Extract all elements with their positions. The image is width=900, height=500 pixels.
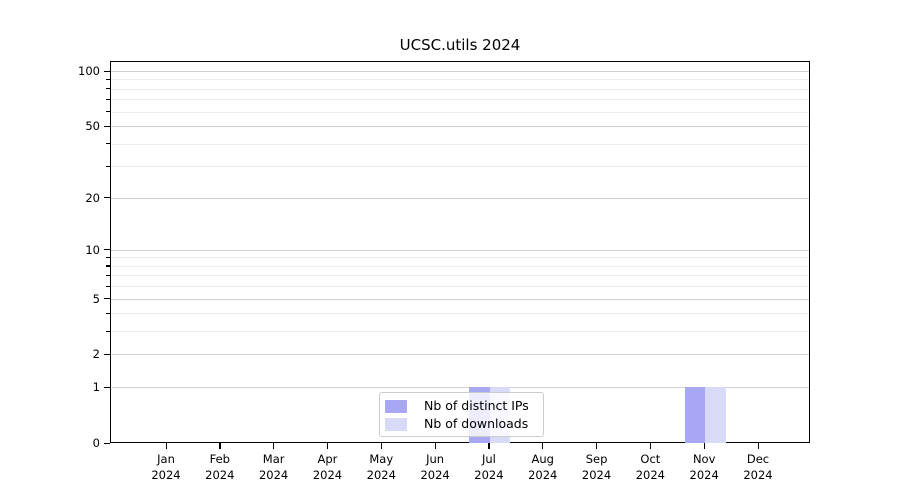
y-tick-label-1: 1 — [92, 380, 100, 395]
x-tick-label-jul-2024: Jul 2024 — [474, 452, 504, 482]
legend-item-distinct-ips: Nb of distinct IPs — [385, 398, 536, 414]
x-tick-mark-feb-2024 — [219, 443, 221, 449]
x-tick-label-mar-2024: Mar 2024 — [258, 452, 289, 482]
y-tick-mark-2 — [104, 353, 110, 356]
x-tick-label-apr-2024: Apr 2024 — [312, 452, 343, 482]
y-minor-tick-mark-8 — [106, 265, 110, 267]
gridlines-layer — [111, 62, 809, 442]
plot-area — [110, 61, 810, 443]
y-minor-tick-mark-90 — [106, 78, 110, 81]
x-tick-label-may-2024: May 2024 — [366, 452, 396, 482]
legend-swatch-distinct-ips — [385, 399, 407, 413]
gridline-minor-7 — [111, 275, 809, 277]
gridline-minor-90 — [111, 79, 809, 81]
y-minor-tick-mark-80 — [106, 88, 110, 90]
bar-nb-of-downloads-nov-2024 — [705, 387, 726, 443]
chart-title: UCSC.utils 2024 — [399, 36, 521, 54]
x-tick-label-nov-2024: Nov 2024 — [689, 452, 719, 482]
y-minor-tick-mark-9 — [106, 256, 110, 259]
y-minor-tick-mark-7 — [106, 274, 110, 277]
gridline-major-5 — [111, 298, 809, 300]
bar-nb-of-distinct-ips-nov-2024 — [684, 387, 706, 443]
y-tick-mark-100 — [104, 70, 110, 72]
x-tick-mark-sep-2024 — [596, 443, 598, 449]
x-tick-mark-aug-2024 — [542, 443, 544, 449]
y-tick-label-20: 20 — [85, 190, 100, 205]
y-tick-label-0: 0 — [92, 436, 100, 450]
x-tick-mark-dec-2024 — [757, 443, 759, 449]
x-tick-label-aug-2024: Aug 2024 — [528, 452, 558, 482]
gridline-minor-9 — [111, 257, 809, 259]
gridline-major-10 — [111, 249, 809, 251]
y-tick-label-100: 100 — [78, 64, 100, 78]
x-tick-mark-mar-2024 — [273, 443, 275, 449]
y-minor-tick-mark-4 — [106, 312, 110, 314]
x-tick-label-sep-2024: Sep 2024 — [581, 452, 612, 482]
gridline-major-20 — [111, 197, 809, 199]
y-tick-mark-10 — [104, 249, 110, 251]
bars-layer — [111, 62, 809, 443]
x-tick-mark-oct-2024 — [649, 443, 652, 449]
y-tick-mark-0 — [104, 442, 110, 444]
x-tick-label-jan-2024: Jan 2024 — [151, 452, 181, 482]
y-minor-tick-mark-70 — [106, 98, 110, 101]
x-tick-mark-jul-2024 — [488, 443, 490, 449]
gridline-major-1 — [111, 387, 809, 389]
y-minor-tick-mark-30 — [106, 165, 110, 167]
y-minor-tick-mark-40 — [106, 143, 110, 145]
y-tick-mark-20 — [104, 197, 110, 199]
y-minor-tick-mark-6 — [106, 285, 110, 287]
y-tick-label-10: 10 — [85, 242, 100, 257]
gridline-minor-3 — [111, 331, 809, 333]
x-tick-mark-jan-2024 — [165, 443, 167, 449]
legend-item-downloads: Nb of downloads — [385, 416, 536, 432]
legend: Nb of distinct IPs Nb of downloads — [379, 392, 544, 437]
y-tick-label-5: 5 — [92, 291, 100, 306]
gridline-minor-4 — [111, 313, 809, 315]
gridline-major-100 — [111, 71, 809, 72]
legend-swatch-downloads — [385, 417, 407, 431]
y-tick-mark-50 — [104, 125, 110, 127]
y-tick-mark-5 — [104, 298, 110, 300]
y-tick-label-2: 2 — [92, 347, 100, 362]
gridline-major-2 — [111, 354, 809, 356]
gridline-minor-6 — [111, 286, 809, 288]
x-tick-mark-may-2024 — [380, 443, 382, 449]
y-minor-tick-mark-60 — [106, 111, 110, 113]
x-tick-mark-jun-2024 — [434, 443, 436, 449]
y-tick-mark-1 — [104, 386, 110, 388]
x-tick-label-feb-2024: Feb 2024 — [205, 452, 235, 482]
gridline-minor-40 — [111, 143, 809, 145]
gridline-minor-8 — [111, 265, 809, 267]
x-tick-mark-nov-2024 — [703, 443, 705, 449]
legend-label-downloads: Nb of downloads — [424, 416, 529, 431]
gridline-minor-80 — [111, 88, 809, 90]
y-minor-tick-mark-3 — [106, 330, 110, 332]
x-tick-label-jun-2024: Jun 2024 — [420, 452, 450, 482]
legend-label-distinct-ips: Nb of distinct IPs — [424, 398, 529, 413]
gridline-major-50 — [111, 126, 809, 128]
x-tick-label-oct-2024: Oct 2024 — [635, 452, 665, 482]
gridline-minor-30 — [111, 166, 809, 168]
gridline-minor-60 — [111, 111, 809, 113]
x-tick-label-dec-2024: Dec 2024 — [743, 452, 773, 482]
y-tick-label-50: 50 — [85, 119, 100, 134]
gridline-minor-70 — [111, 99, 809, 101]
x-tick-mark-apr-2024 — [326, 443, 329, 449]
